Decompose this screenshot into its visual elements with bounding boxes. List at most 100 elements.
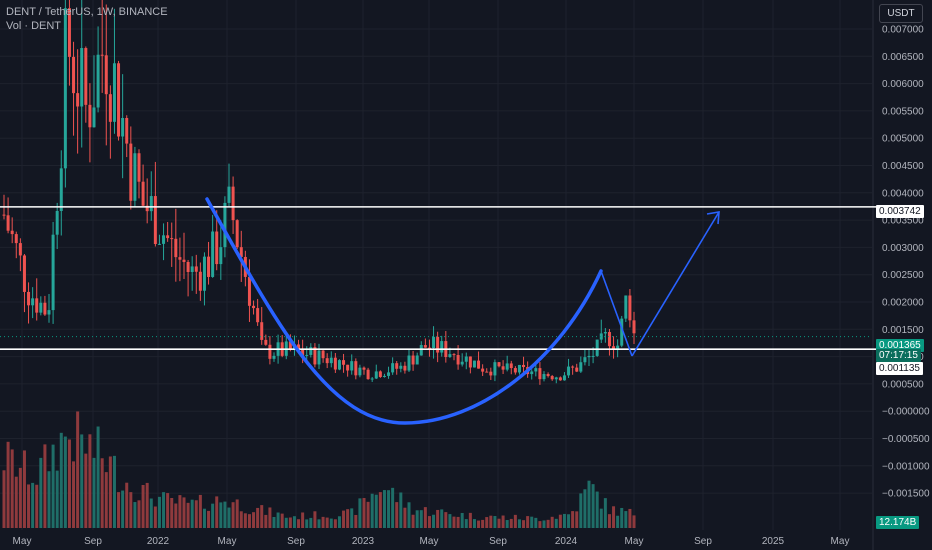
candle-body: [489, 371, 493, 376]
candle-body: [313, 347, 317, 365]
candle-body: [112, 63, 116, 122]
candle-body: [395, 363, 399, 369]
last-price-label: 0.001365: [876, 339, 924, 352]
candle-body: [227, 186, 231, 203]
volume-bar: [153, 506, 157, 528]
volume-bar: [129, 492, 133, 528]
volume-bar: [235, 499, 239, 528]
handle-line-drawing: [600, 270, 633, 357]
volume-bar: [624, 511, 628, 528]
candle-body: [256, 308, 260, 323]
candle-body: [272, 355, 276, 359]
volume-bar: [51, 444, 55, 528]
y-tick-label: −0.000500: [882, 434, 930, 445]
candle-body: [587, 355, 591, 358]
volume-bar: [247, 514, 251, 528]
candle-body: [571, 366, 575, 368]
volume-bar: [39, 457, 43, 528]
candle-body: [591, 355, 595, 357]
volume-bar: [2, 470, 6, 528]
candle-body: [264, 339, 268, 345]
candle-body: [207, 256, 211, 277]
volume-bar: [317, 519, 321, 528]
volume-bar: [468, 512, 472, 528]
candle-body: [162, 235, 166, 244]
volume-bar: [370, 493, 374, 528]
volume-bar: [579, 493, 583, 528]
candle-body: [27, 291, 31, 306]
candle-body: [407, 355, 411, 371]
projection-arrow-head: [706, 211, 720, 225]
volume-bar: [145, 482, 149, 528]
candle-body: [538, 368, 542, 380]
volume-bar: [567, 514, 571, 528]
volume-bar: [493, 516, 497, 528]
volume-bar: [292, 516, 296, 528]
candle-body: [104, 55, 108, 95]
candle-body: [575, 367, 579, 372]
y-tick-label: 0.005000: [882, 134, 924, 145]
volume-bar: [513, 514, 517, 528]
volume-legend[interactable]: Vol · DENT: [6, 20, 62, 32]
volume-bar: [562, 513, 566, 528]
candle-body: [342, 360, 346, 365]
volume-bar: [440, 509, 444, 528]
volume-bar: [427, 516, 431, 528]
bar-countdown-label: 07:17:15: [876, 349, 921, 362]
candle-body: [321, 350, 325, 359]
volume-bar: [22, 450, 26, 528]
candle-body: [362, 367, 366, 370]
volume-bar: [546, 519, 550, 528]
candle-body: [190, 266, 194, 272]
candle-body: [223, 202, 227, 248]
volume-bar: [166, 493, 170, 528]
volume-bar: [501, 515, 505, 528]
candle-body: [354, 361, 358, 376]
volume-bar: [211, 503, 215, 528]
volume-bar: [112, 455, 116, 528]
candle-body: [517, 364, 521, 373]
volume-bar: [554, 518, 558, 528]
volume-bar: [325, 517, 329, 528]
candle-body: [378, 371, 382, 377]
volume-bar: [472, 519, 476, 528]
candle-body: [174, 238, 178, 258]
candle-body: [186, 261, 190, 272]
candle-body: [513, 368, 517, 373]
currency-button[interactable]: USDT: [879, 4, 923, 23]
candle-body: [530, 371, 534, 375]
candle-body: [370, 378, 374, 380]
volume-bar: [35, 484, 39, 528]
x-tick-label: May: [625, 536, 644, 547]
volume-bar: [162, 492, 166, 528]
candle-body: [88, 104, 92, 128]
y-tick-label: 0.003500: [882, 216, 924, 227]
volume-bar: [612, 506, 616, 528]
volume-bar: [583, 489, 587, 528]
candle-body: [198, 271, 202, 291]
volume-bar: [444, 512, 448, 528]
candle-body: [477, 360, 481, 369]
candle-body: [358, 367, 362, 376]
candle-body: [329, 357, 333, 364]
support-price-label: 0.001135: [876, 362, 923, 375]
symbol-legend[interactable]: DENT / TetherUS, 1W, BINANCE: [6, 6, 168, 18]
candle-body: [182, 259, 186, 262]
volume-bar: [178, 495, 182, 528]
candle-body: [493, 362, 497, 376]
candle-body: [202, 256, 206, 291]
candle-body: [562, 375, 566, 381]
volume-bar: [223, 501, 227, 528]
candle-body: [31, 298, 35, 306]
y-tick-label: 0.004500: [882, 161, 924, 172]
candle-body: [211, 231, 215, 277]
volume-bar: [333, 519, 337, 528]
volume-bar: [309, 517, 313, 528]
candle-body: [22, 255, 26, 292]
candle-body: [595, 339, 599, 356]
volume-bar: [354, 514, 358, 528]
volume-bar: [599, 508, 603, 528]
candle-body: [141, 181, 145, 206]
